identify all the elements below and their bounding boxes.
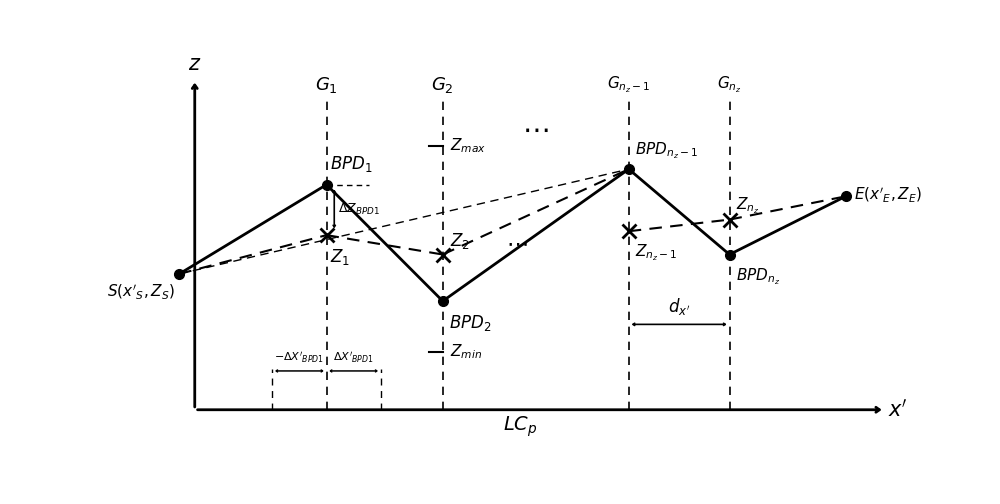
- Text: $\cdots$: $\cdots$: [506, 233, 527, 253]
- Text: $Z_{n_z-1}$: $Z_{n_z-1}$: [635, 243, 678, 264]
- Text: $Z_1$: $Z_1$: [330, 247, 350, 267]
- Text: $G_{n_z}$: $G_{n_z}$: [717, 75, 742, 95]
- Text: $BPD_2$: $BPD_2$: [449, 312, 491, 333]
- Text: $\Delta X'_{BPD1}$: $\Delta X'_{BPD1}$: [333, 350, 374, 365]
- Text: $G_2$: $G_2$: [431, 76, 454, 95]
- Text: $z$: $z$: [188, 54, 201, 74]
- Text: $\cdots$: $\cdots$: [522, 116, 549, 144]
- Text: $Z_{min}$: $Z_{min}$: [450, 342, 483, 361]
- Text: $BPD_{n_z-1}$: $BPD_{n_z-1}$: [635, 140, 698, 161]
- Text: $Z_{max}$: $Z_{max}$: [450, 137, 487, 155]
- Text: $G_1$: $G_1$: [315, 76, 338, 95]
- Text: $BPD_1$: $BPD_1$: [330, 154, 373, 174]
- Text: $G_{n_z-1}$: $G_{n_z-1}$: [607, 75, 651, 95]
- Text: $d_{x'}$: $d_{x'}$: [668, 296, 690, 317]
- Text: $LC_p$: $LC_p$: [503, 415, 538, 439]
- Text: $BPD_{n_z}$: $BPD_{n_z}$: [736, 266, 780, 287]
- Text: $Z_2$: $Z_2$: [450, 231, 470, 250]
- Text: $S(x'_S, Z_S)$: $S(x'_S, Z_S)$: [107, 282, 175, 301]
- Text: $E(x'_E, Z_E)$: $E(x'_E, Z_E)$: [854, 185, 922, 204]
- Text: $\Delta Z_{BPD1}$: $\Delta Z_{BPD1}$: [338, 202, 380, 217]
- Text: $-\Delta X'_{BPD1}$: $-\Delta X'_{BPD1}$: [274, 350, 324, 365]
- Text: $Z_{n_z}$: $Z_{n_z}$: [736, 195, 759, 216]
- Text: $x'$: $x'$: [888, 399, 908, 421]
